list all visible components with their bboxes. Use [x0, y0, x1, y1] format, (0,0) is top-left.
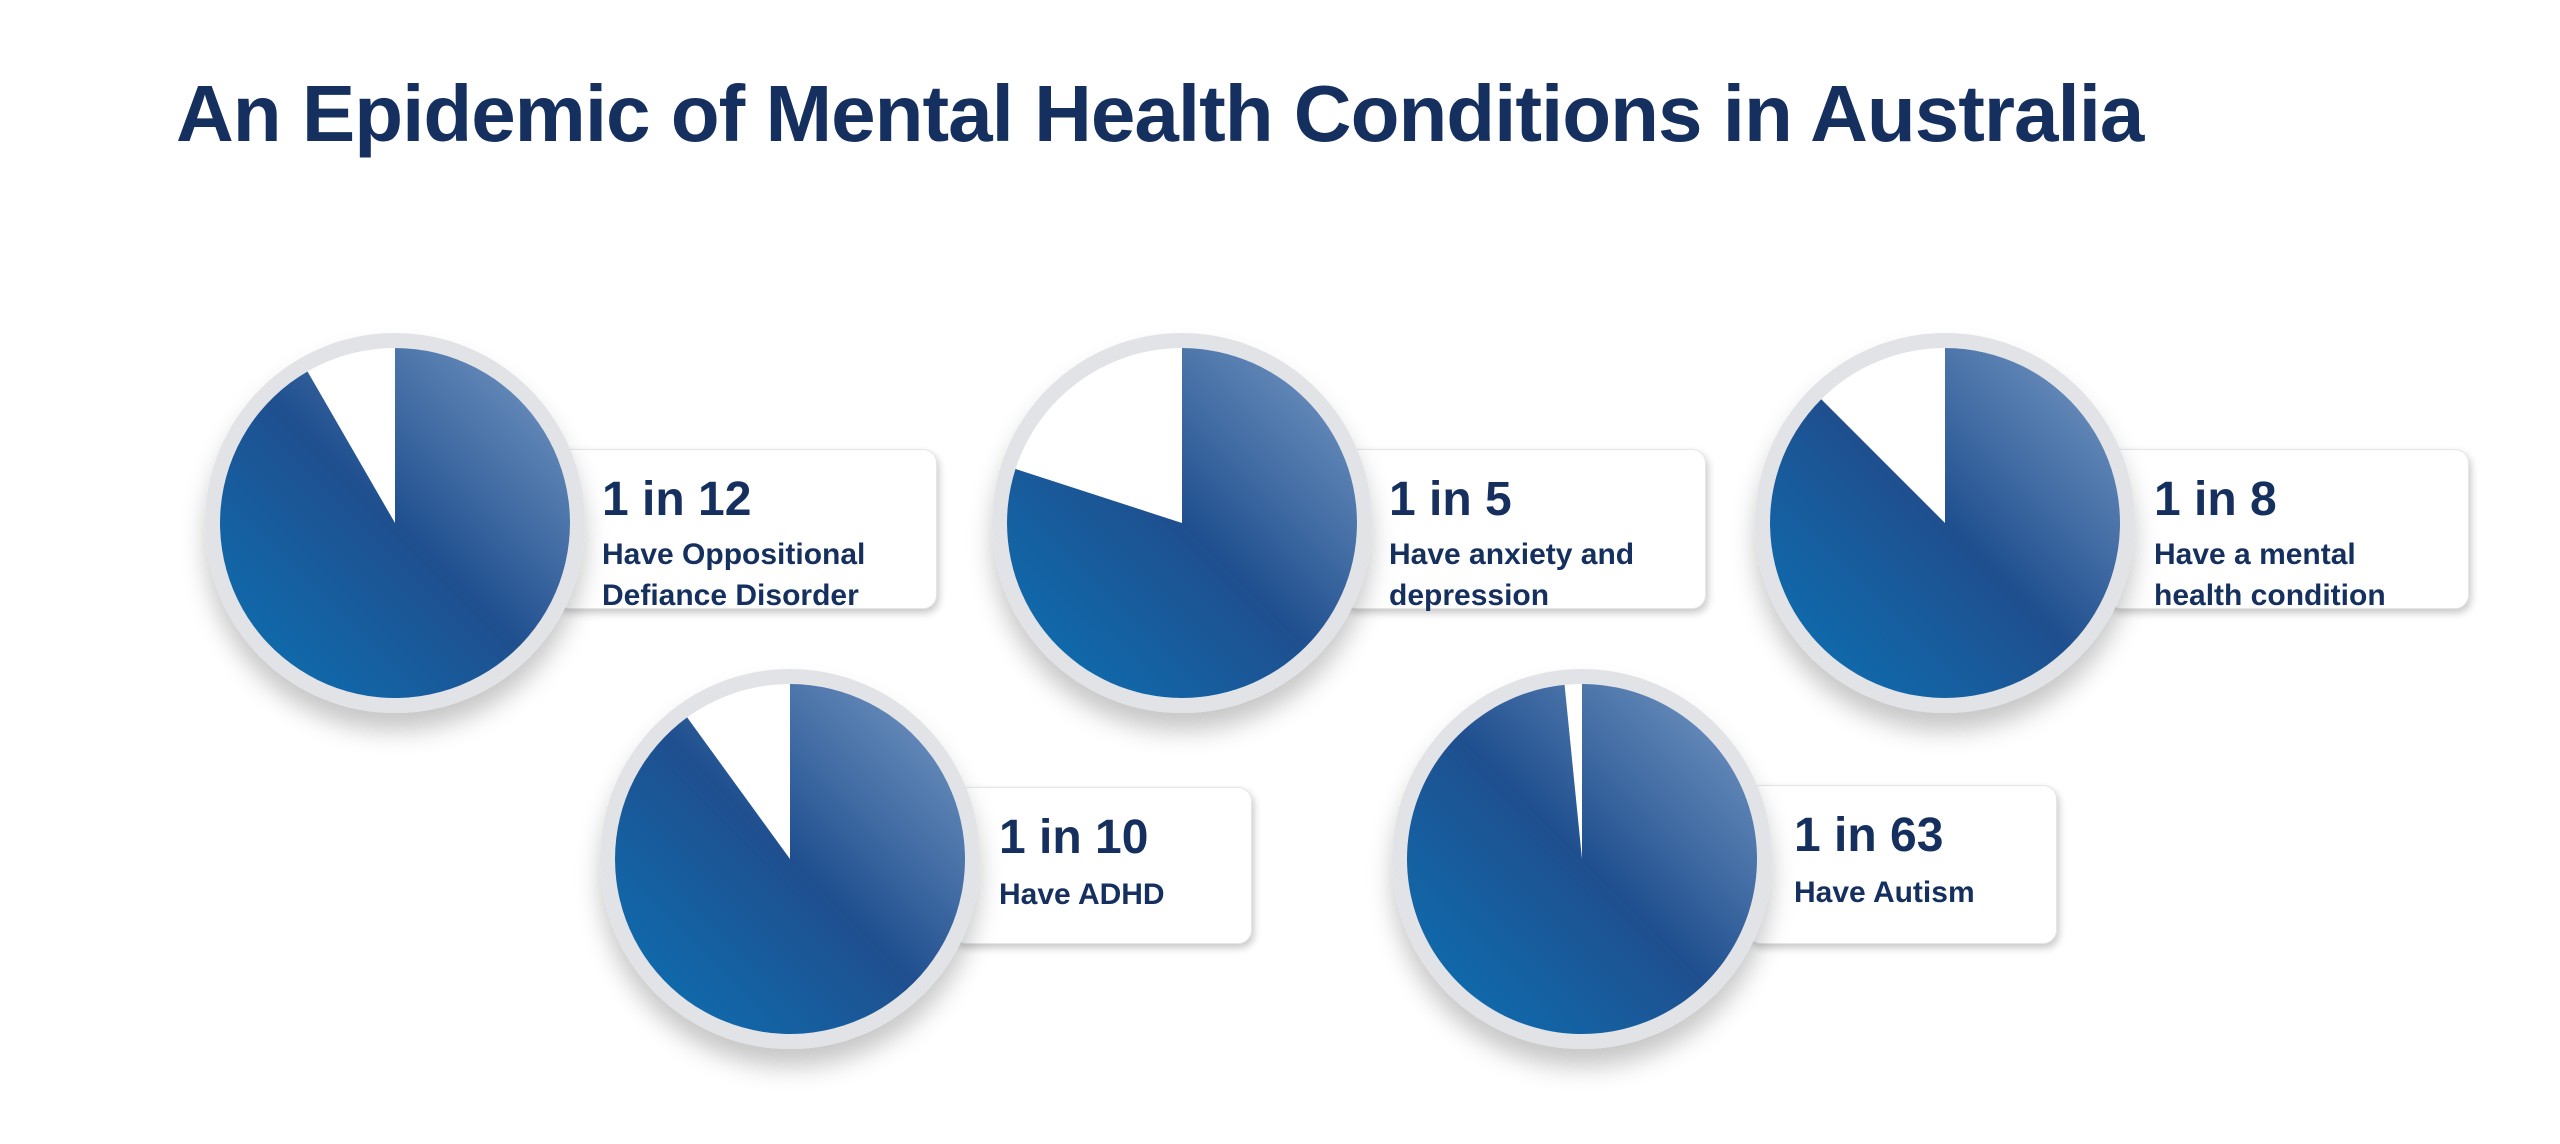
stat-label-box: 1 in 12 Have Oppositional Defiance Disord…: [555, 449, 937, 612]
stat-label-box: 1 in 8 Have a mental health condition: [2107, 449, 2469, 612]
pie-slice-remainder: [220, 348, 570, 698]
page-title: An Epidemic of Mental Health Conditions …: [176, 69, 2144, 158]
stat-ratio: 1 in 8: [2154, 473, 2277, 526]
stat-description: Have Autism: [1794, 876, 1975, 909]
stat-label-box: 1 in 63 Have Autism: [1747, 785, 2057, 944]
pie-chart: [1392, 669, 1772, 1049]
pie-chart: [992, 333, 1372, 713]
pie-slice-remainder: [1007, 348, 1357, 698]
stat-ratio: 1 in 5: [1389, 473, 1512, 526]
pie-slice-remainder: [1770, 348, 2120, 698]
stat-description: Have a mental health condition: [2154, 538, 2386, 612]
pie-chart: [600, 669, 980, 1049]
stat-ratio: 1 in 10: [999, 811, 1149, 864]
stat-ratio: 1 in 63: [1794, 809, 1944, 862]
stat-description: Have Oppositional Defiance Disorder: [602, 538, 866, 612]
stat-description: Have ADHD: [999, 878, 1165, 911]
stat-label-box: 1 in 10 Have ADHD: [952, 787, 1252, 944]
pie-chart: [205, 333, 585, 713]
pie-chart: [1755, 333, 2135, 713]
stat-label-box: 1 in 5 Have anxiety and depression: [1342, 449, 1706, 612]
pie-slice-remainder: [615, 684, 965, 1034]
stat-ratio: 1 in 12: [602, 473, 752, 526]
stat-description: Have anxiety and depression: [1389, 538, 1635, 612]
pie-slice-remainder: [1407, 684, 1757, 1034]
